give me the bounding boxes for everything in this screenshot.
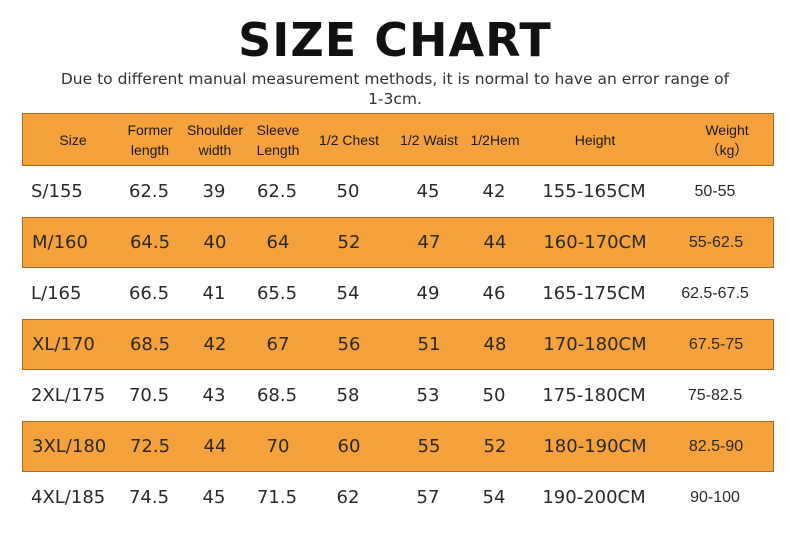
cell-weight: 50-55 [694,182,736,200]
cell-half-chest: 62 [336,487,360,508]
cell-height: 180-190CM [543,436,647,457]
table-header-row: Size Former length Shoulder width Sleeve… [22,113,774,166]
header-half-hem: 1/2Hem [470,131,520,148]
cell-height: 165-175CM [542,283,646,304]
cell-size: XL/170 [32,334,95,355]
cell-former-length: 68.5 [129,334,171,355]
cell-half-hem: 50 [482,385,506,406]
table-row: L/165 66.5 41 65.5 54 49 46 165-175CM 62… [22,268,774,319]
cell-size: L/165 [31,283,82,304]
cell-half-hem: 46 [482,283,506,304]
cell-half-chest: 56 [337,334,361,355]
cell-former-length: 70.5 [128,385,170,406]
cell-half-waist: 49 [416,283,440,304]
cell-half-chest: 58 [336,385,360,406]
cell-half-waist: 53 [416,385,440,406]
table-row: 4XL/185 74.5 45 71.5 62 57 54 190-200CM … [22,472,774,523]
cell-height: 155-165CM [542,181,646,202]
cell-sleeve-length: 62.5 [256,181,298,202]
table-row: S/155 62.5 39 62.5 50 45 42 155-165CM 50… [22,166,774,217]
cell-sleeve-length: 64 [266,232,290,253]
cell-half-chest: 54 [336,283,360,304]
cell-half-waist: 45 [416,181,440,202]
header-height: Height [574,131,616,148]
cell-height: 170-180CM [543,334,647,355]
header-weight: Weight （kg） [705,121,749,158]
header-half-waist: 1/2 Waist [400,131,458,148]
cell-sleeve-length: 68.5 [256,385,298,406]
cell-shoulder-width: 39 [202,181,226,202]
cell-half-hem: 54 [482,487,506,508]
table-row: XL/170 68.5 42 67 56 51 48 170-180CM 67.… [22,319,774,370]
table-row: M/160 64.5 40 64 52 47 44 160-170CM 55-6… [22,217,774,268]
cell-shoulder-width: 44 [203,436,227,457]
cell-half-waist: 57 [416,487,440,508]
cell-weight: 90-100 [690,488,740,506]
cell-former-length: 66.5 [128,283,170,304]
cell-half-hem: 48 [483,334,507,355]
cell-shoulder-width: 45 [202,487,226,508]
measurement-note: Due to different manual measurement meth… [60,70,730,108]
cell-weight: 67.5-75 [688,335,744,353]
cell-half-waist: 55 [417,436,441,457]
cell-shoulder-width: 41 [202,283,226,304]
table-row: 3XL/180 72.5 44 70 60 55 52 180-190CM 82… [22,421,774,472]
cell-former-length: 62.5 [128,181,170,202]
cell-size: M/160 [32,232,88,253]
cell-height: 190-200CM [542,487,646,508]
cell-half-chest: 50 [336,181,360,202]
cell-weight: 75-82.5 [687,386,743,404]
cell-half-chest: 60 [337,436,361,457]
header-former-length: Former length [127,121,173,158]
header-shoulder-width: Shoulder width [186,121,244,158]
cell-size: 3XL/180 [32,436,107,457]
cell-sleeve-length: 70 [266,436,290,457]
cell-weight: 82.5-90 [688,437,744,455]
header-size: Size [59,131,87,148]
cell-size: 2XL/175 [31,385,106,406]
header-sleeve-length: Sleeve Length [256,121,300,158]
cell-sleeve-length: 65.5 [256,283,298,304]
cell-sleeve-length: 67 [266,334,290,355]
cell-weight: 62.5-67.5 [681,284,749,302]
cell-half-chest: 52 [337,232,361,253]
cell-former-length: 64.5 [129,232,171,253]
cell-size: S/155 [31,181,83,202]
cell-former-length: 74.5 [128,487,170,508]
size-chart-table: Size Former length Shoulder width Sleeve… [22,113,774,523]
cell-half-hem: 42 [482,181,506,202]
cell-weight: 55-62.5 [688,233,744,251]
table-row: 2XL/175 70.5 43 68.5 58 53 50 175-180CM … [22,370,774,421]
cell-shoulder-width: 42 [203,334,227,355]
cell-size: 4XL/185 [31,487,106,508]
cell-former-length: 72.5 [129,436,171,457]
cell-sleeve-length: 71.5 [256,487,298,508]
cell-half-hem: 44 [483,232,507,253]
cell-half-waist: 47 [417,232,441,253]
cell-height: 175-180CM [542,385,646,406]
page-title: SIZE CHART [238,13,552,67]
cell-height: 160-170CM [543,232,647,253]
cell-half-waist: 51 [417,334,441,355]
cell-half-hem: 52 [483,436,507,457]
cell-shoulder-width: 43 [202,385,226,406]
header-half-chest: 1/2 Chest [319,131,379,148]
cell-shoulder-width: 40 [203,232,227,253]
